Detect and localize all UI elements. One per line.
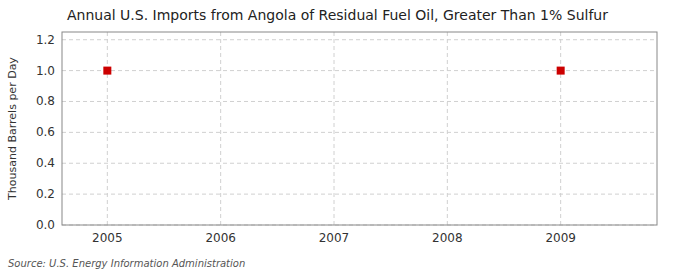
x-tick-label: 2005 bbox=[92, 231, 123, 245]
y-tick-label: 0.8 bbox=[36, 94, 55, 108]
points bbox=[103, 67, 564, 75]
plot-frame bbox=[62, 32, 657, 225]
plot-area bbox=[62, 32, 657, 225]
grid-line-y bbox=[62, 101, 657, 102]
chart: 2005 2006 2007 2008 2009 0.0 0.2 0.4 0.6 0.8 1.0 1.… bbox=[0, 0, 675, 275]
source-note: Source: U.S. Energy Information Administ… bbox=[8, 258, 245, 269]
y-tick-label: 0.4 bbox=[36, 156, 55, 170]
grid-line-y bbox=[62, 132, 657, 133]
x-tick-label: 2007 bbox=[319, 231, 350, 245]
x-tick-label: 2006 bbox=[205, 231, 236, 245]
y-tick-label: 1.0 bbox=[36, 64, 55, 78]
grid bbox=[62, 32, 657, 225]
grid-line-x bbox=[334, 32, 335, 225]
grid-line-x bbox=[220, 32, 221, 225]
title: Annual U.S. Imports from Angola of Resid… bbox=[67, 7, 608, 23]
y-tick-label: 0.6 bbox=[36, 125, 55, 139]
tick-labels: 2005 2006 2007 2008 2009 0.0 0.2 0.4 0.6 0.8 1.0 1.… bbox=[36, 33, 576, 245]
grid-line-y bbox=[62, 163, 657, 164]
grid-line-y bbox=[62, 70, 657, 71]
grid-line-x bbox=[107, 32, 108, 225]
y-tick-label: 0.0 bbox=[36, 218, 55, 232]
y-tick-label: 0.2 bbox=[36, 187, 55, 201]
grid-line-y bbox=[62, 39, 657, 40]
x-tick-label: 2008 bbox=[432, 231, 463, 245]
point bbox=[103, 67, 111, 75]
grid-line-x bbox=[560, 32, 561, 225]
point bbox=[557, 67, 565, 75]
grid-line-x bbox=[447, 32, 448, 225]
grid-line-y bbox=[62, 194, 657, 195]
x-tick-label: 2009 bbox=[545, 231, 576, 245]
y-axis-label: Thousand Barrels per Day bbox=[6, 57, 19, 201]
y-tick-label: 1.2 bbox=[36, 33, 55, 47]
